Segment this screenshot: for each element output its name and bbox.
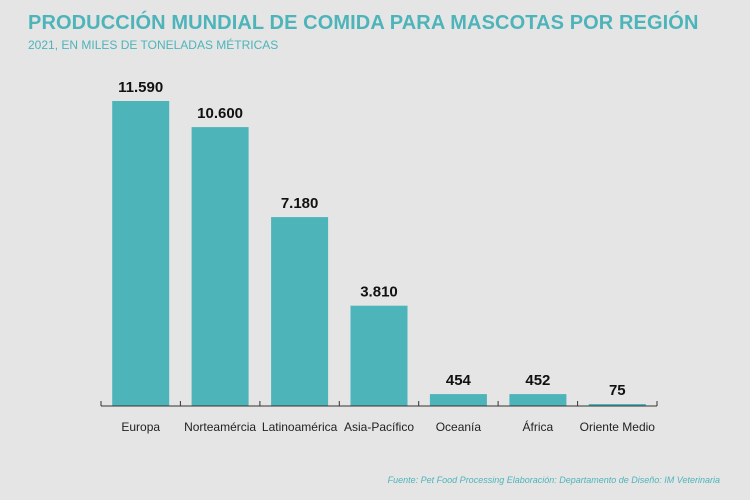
category-label-2: Latinoamérica: [262, 420, 338, 434]
x-axis: [100, 401, 658, 407]
chart-title: PRODUCCIÓN MUNDIAL DE COMIDA PARA MASCOT…: [28, 12, 699, 34]
bar-3: [350, 305, 408, 406]
value-label-5: 452: [525, 372, 550, 389]
bar-5: [509, 394, 567, 406]
category-label-5: África: [523, 419, 554, 434]
bar-6: [588, 404, 646, 406]
value-label-3: 3.810: [360, 284, 398, 301]
source-note: Fuente: Pet Food Processing Elaboración:…: [387, 475, 720, 485]
category-labels-group: Europa Norteamércia Latinoamérica Asia-Pací…: [121, 419, 655, 434]
value-label-0: 11.590: [118, 79, 163, 96]
value-label-2: 7.180: [281, 195, 319, 212]
value-label-6: 75: [609, 382, 626, 399]
bar-1: [191, 127, 249, 406]
value-label-4: 454: [446, 372, 472, 389]
bar-0: [112, 101, 170, 406]
category-label-6: Oriente Medio: [580, 420, 656, 434]
category-label-0: Europa: [121, 420, 160, 434]
category-label-3: Asia-Pacífico: [344, 420, 414, 434]
value-labels-group: 11.590 10.600 7.180 3.810 454 452 75: [118, 79, 625, 399]
value-label-1: 10.600: [197, 105, 243, 122]
bar-4: [429, 394, 487, 406]
bars-group: [112, 101, 646, 406]
category-label-4: Oceanía: [436, 420, 482, 434]
chart-subtitle: 2021, EN MILES DE TONELADAS MÉTRICAS: [28, 38, 279, 52]
bar-2: [271, 217, 329, 406]
category-label-1: Norteamércia: [184, 420, 256, 434]
